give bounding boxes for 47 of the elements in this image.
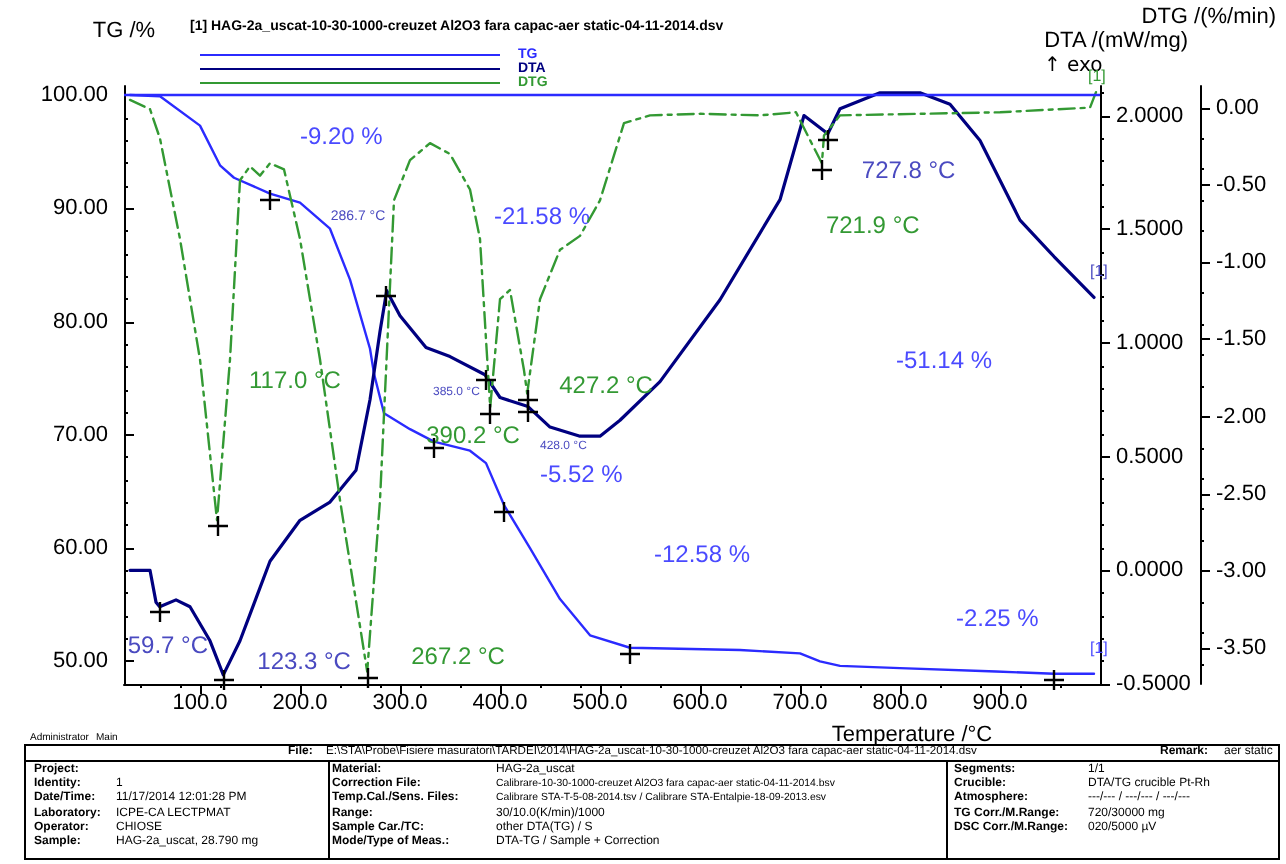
annotation: 427.2 °C	[559, 371, 654, 400]
y3-tick-label: -2.50	[1216, 481, 1267, 506]
x-tick-label: 600.0	[672, 691, 728, 715]
y3-tick-label: -1.50	[1216, 327, 1267, 352]
x-tick-label: 200.0	[272, 691, 328, 715]
y2-tick-label: 2.0000	[1116, 103, 1184, 128]
annotation: 117.0 °C	[249, 366, 342, 395]
y3-tick-label: -1.00	[1216, 250, 1267, 275]
y-tick-label: 50.00	[52, 649, 108, 674]
annotation: -9.20 %	[300, 122, 384, 150]
y2-tick-label: -0.5000	[1116, 672, 1191, 696]
annotation: 721.9 °C	[825, 211, 921, 240]
y3-tick-label: -3.00	[1216, 559, 1267, 584]
y2-tick-label: 0.0000	[1116, 558, 1184, 583]
annotation: -12.58 %	[654, 540, 751, 568]
annotation: 267.2 °C	[411, 641, 506, 670]
annotation: 123.3 °C	[257, 646, 352, 675]
y2-tick-label: 1.5000	[1116, 217, 1184, 242]
y-tick-label: 60.00	[52, 536, 108, 561]
y-tick-label: 80.00	[52, 309, 108, 334]
x-tick-label: 900.0	[972, 691, 1028, 715]
annotation: 59.7 °C	[127, 630, 209, 659]
x-tick-label: 800.0	[872, 691, 928, 715]
x-tick-label: 400.0	[472, 691, 528, 715]
x-tick-label: 500.0	[572, 691, 628, 715]
x-tick-label: 700.0	[772, 691, 828, 715]
x-tick-label: 300.0	[372, 691, 428, 715]
x-tick-label: 100.0	[172, 691, 228, 715]
y2-tick-label: 0.5000	[1116, 444, 1184, 469]
y2-axis-title: DTA /(mW/mg)	[1044, 29, 1188, 53]
annotation: 390.2 °C	[426, 421, 521, 450]
annotation: 727.8 °C	[861, 155, 957, 184]
y-tick-label: 90.00	[52, 196, 108, 221]
y3-tick-label: -3.50	[1216, 636, 1267, 661]
annotation: -21.58 %	[494, 202, 591, 230]
y-tick-label: 100.00	[40, 83, 108, 108]
y3-tick-label: 0.00	[1216, 95, 1259, 120]
y-axis-title: TG /%	[92, 19, 156, 43]
annotation: -5.52 %	[540, 460, 624, 488]
annotation: -2.25 %	[956, 604, 1040, 632]
y2-tick-label: 1.0000	[1116, 330, 1184, 355]
annotation: -51.14 %	[896, 346, 993, 374]
y3-axis-title: DTG /(%/min)	[1141, 5, 1276, 29]
x-axis-title: Temperature /°C	[831, 722, 993, 747]
y-tick-label: 70.00	[52, 422, 108, 447]
y3-tick-label: -0.50	[1216, 172, 1267, 197]
y3-tick-label: -2.00	[1216, 404, 1267, 429]
